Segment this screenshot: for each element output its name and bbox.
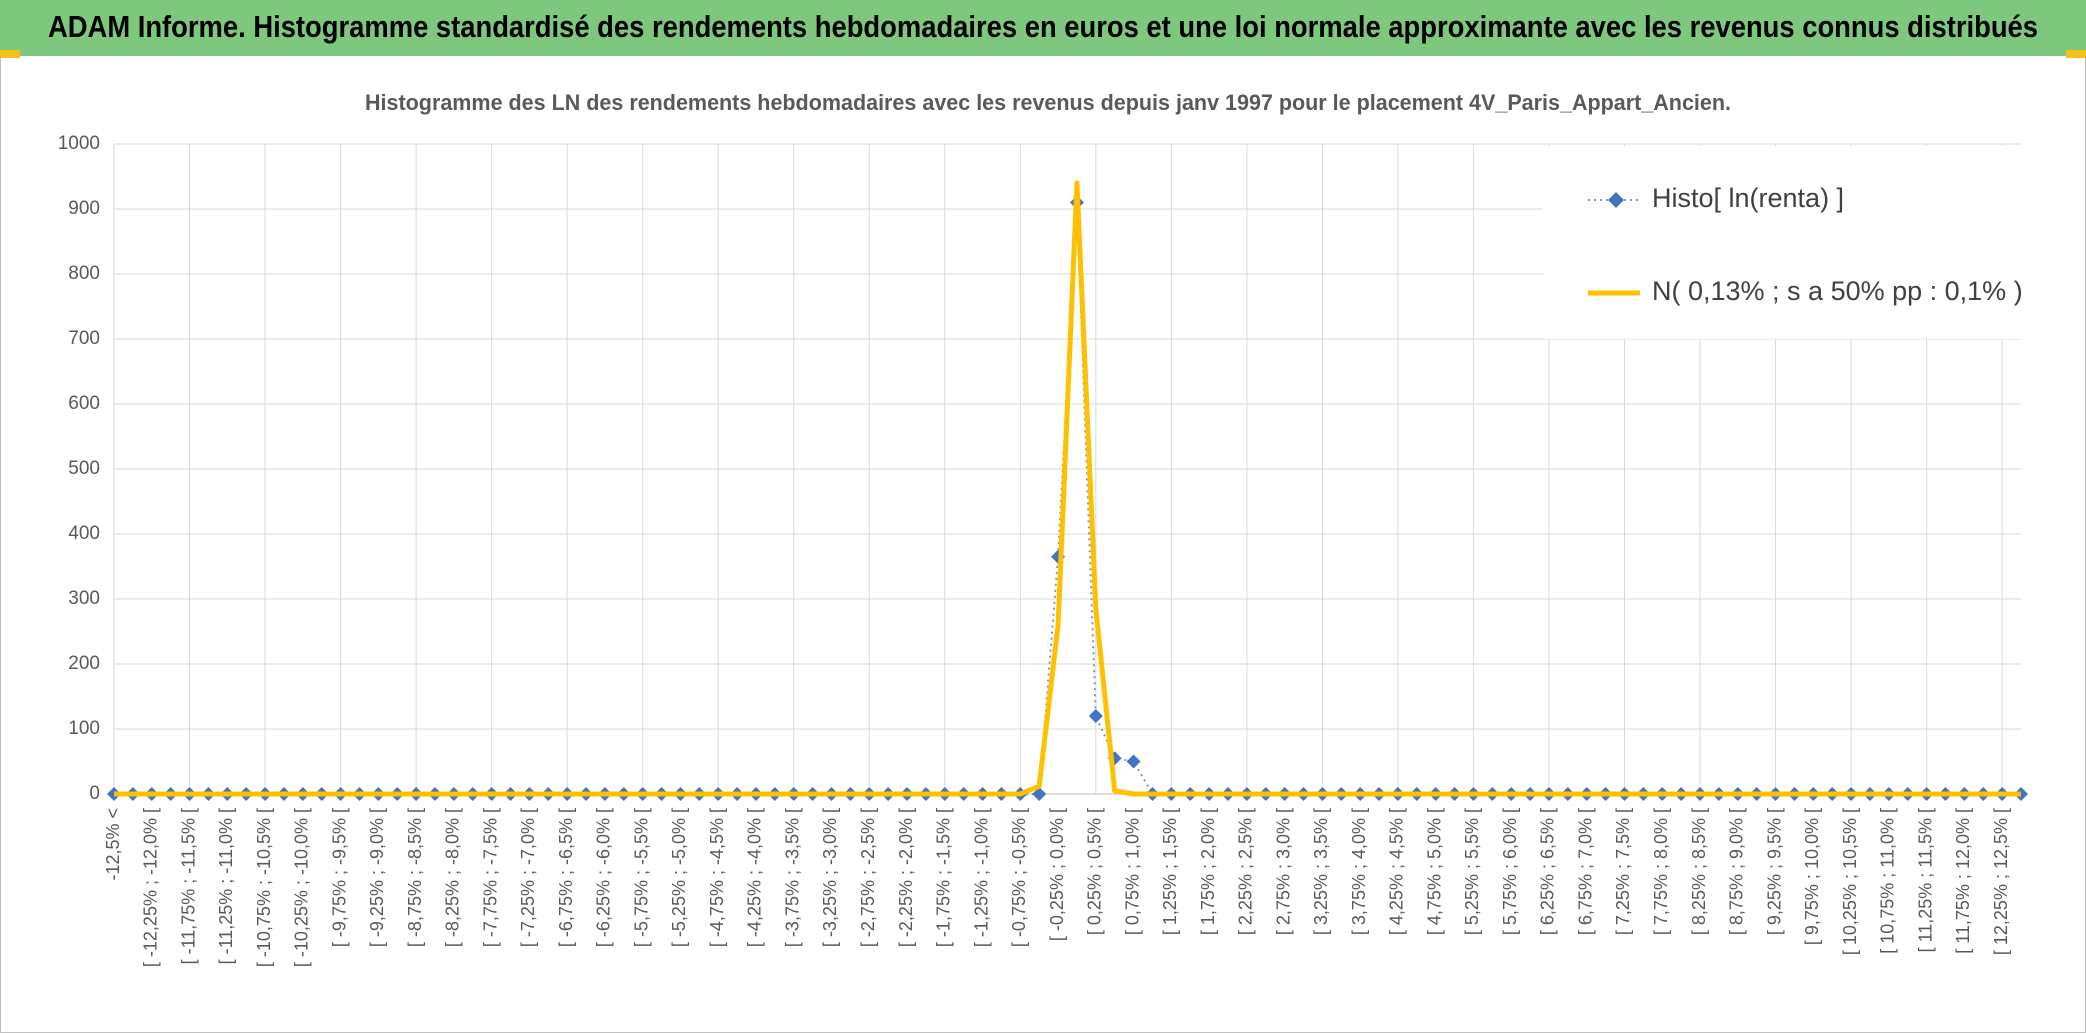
y-tick-label: 300: [68, 588, 100, 609]
x-tick-label: [ -3,75% ; -3,5% [: [782, 808, 802, 947]
x-tick-label: [ 11,25% ; 11,5% [: [1915, 808, 1935, 952]
chart-title: Histogramme des LN des rendements hebdom…: [365, 90, 1731, 115]
x-tick-label: [ -11,75% ; -11,5% [: [178, 808, 198, 964]
x-tick-label: [ 5,25% ; 5,5% [: [1462, 808, 1482, 935]
x-tick-label: [ 12,25% ; 12,5% [: [1991, 808, 2011, 955]
legend-marker: [1608, 192, 1624, 208]
y-tick-label: 900: [68, 198, 100, 219]
x-tick-label: [ -7,25% ; -7,0% [: [518, 808, 538, 947]
x-tick-label: [ 2,75% ; 3,0% [: [1273, 808, 1293, 935]
x-tick-label: [ -3,25% ; -3,0% [: [820, 808, 840, 947]
x-tick-label: [ 2,25% ; 2,5% [: [1236, 808, 1256, 935]
x-tick-label: [ -12,25% ; -12,0% [: [141, 808, 161, 967]
x-tick-label: [ 10,25% ; 10,5% [: [1840, 808, 1860, 955]
x-tick-label: [ -2,75% ; -2,5% [: [858, 808, 878, 947]
x-tick-label: [ -9,75% ; -9,5% [: [329, 808, 349, 947]
y-tick-label: 200: [68, 653, 100, 674]
x-tick-label: [ 4,75% ; 5,0% [: [1424, 808, 1444, 935]
x-tick-label: [ -10,75% ; -10,5% [: [254, 808, 274, 967]
x-tick-label: [ -10,25% ; -10,0% [: [292, 808, 312, 967]
data-point: [1032, 787, 1047, 801]
y-tick-label: 800: [68, 263, 100, 284]
series-line: [114, 180, 2021, 797]
x-tick-label: [ 0,25% ; 0,5% [: [1085, 808, 1105, 935]
header-tab: [2066, 50, 2086, 58]
x-tick-label: [ -1,25% ; -1,0% [: [971, 808, 991, 947]
x-tick-label: [ -5,75% ; -5,5% [: [631, 808, 651, 947]
x-tick-label: [ 8,25% ; 8,5% [: [1689, 808, 1709, 935]
x-tick-label: [ 6,75% ; 7,0% [: [1575, 808, 1595, 935]
y-tick-label: 400: [68, 523, 100, 544]
header-tab: [0, 50, 20, 58]
y-tick-label: 700: [68, 328, 100, 349]
x-tick-label: [ 7,75% ; 8,0% [: [1651, 808, 1671, 935]
data-point: [1126, 754, 1141, 769]
x-tick-label: [ 9,75% ; 10,0% [: [1802, 808, 1822, 945]
y-tick-label: 100: [68, 718, 100, 739]
x-tick-label: [ 4,25% ; 4,5% [: [1387, 808, 1407, 935]
x-tick-label: [ 3,75% ; 4,0% [: [1349, 808, 1369, 935]
x-tick-label: [ -4,75% ; -4,5% [: [707, 808, 727, 947]
x-tick-label: [ -8,25% ; -8,0% [: [443, 808, 463, 947]
data-point: [1088, 709, 1103, 723]
axes: 0 100 200 300 400 500 600 700 800 900 1000 -12,5% <…: [58, 133, 2021, 967]
x-tick-label: [ 6,25% ; 6,5% [: [1538, 808, 1558, 935]
x-tick-label: [ 8,75% ; 9,0% [: [1727, 808, 1747, 935]
legend-label: N( 0,13% ; s a 50% pp : 0,1% ): [1652, 276, 2023, 306]
x-tick-label: [ -6,75% ; -6,5% [: [556, 808, 576, 947]
x-tick-label: [ -0,75% ; -0,5% [: [1009, 808, 1029, 947]
y-tick-label: 0: [89, 783, 100, 804]
legend-box: [1543, 146, 2021, 339]
plot: [107, 180, 2028, 801]
x-tick-label: [ 0,75% ; 1,0% [: [1122, 808, 1142, 935]
page-title: ADAM Informe. Histogramme standardisé de…: [48, 9, 2038, 44]
x-tick-label: [ -6,25% ; -6,0% [: [594, 808, 614, 947]
header-bar: [0, 0, 2086, 56]
x-tick-label: [ 3,25% ; 3,5% [: [1311, 808, 1331, 935]
x-tick-label: [ 9,25% ; 9,5% [: [1764, 808, 1784, 935]
x-tick-label: [ 10,75% ; 11,0% [: [1878, 808, 1898, 954]
x-tick-label: [ -4,25% ; -4,0% [: [745, 808, 765, 947]
legend-label: Histo[ ln(renta) ]: [1652, 183, 1844, 213]
x-tick-label: -12,5% <: [103, 808, 123, 881]
x-tick-label: [ -2,25% ; -2,0% [: [896, 808, 916, 947]
x-tick-label: [ -11,25% ; -11,0% [: [216, 808, 236, 964]
x-tick-label: [ 7,25% ; 7,5% [: [1613, 808, 1633, 935]
x-tick-label: [ -9,25% ; -9,0% [: [367, 808, 387, 947]
x-tick-label: [ -5,25% ; -5,0% [: [669, 808, 689, 947]
x-tick-label: [ 11,75% ; 12,0% [: [1953, 808, 1973, 954]
x-tick-label: [ 1,25% ; 1,5% [: [1160, 808, 1180, 935]
x-tick-label: [ -8,75% ; -8,5% [: [405, 808, 425, 947]
legend: Histo[ ln(renta) ] N( 0,13% ; s a 50% pp …: [1543, 146, 2023, 339]
x-tick-label: [ -7,75% ; -7,5% [: [480, 808, 500, 947]
y-tick-label: 500: [68, 458, 100, 479]
y-tick-label: 600: [68, 393, 100, 414]
x-tick-label: [ -1,75% ; -1,5% [: [934, 808, 954, 947]
x-tick-label: [ 5,75% ; 6,0% [: [1500, 808, 1520, 935]
y-tick-label: 1000: [58, 133, 100, 154]
x-tick-label: [ -0,25% ; 0,0% [: [1047, 808, 1067, 941]
x-tick-label: [ 1,75% ; 2,0% [: [1198, 808, 1218, 935]
